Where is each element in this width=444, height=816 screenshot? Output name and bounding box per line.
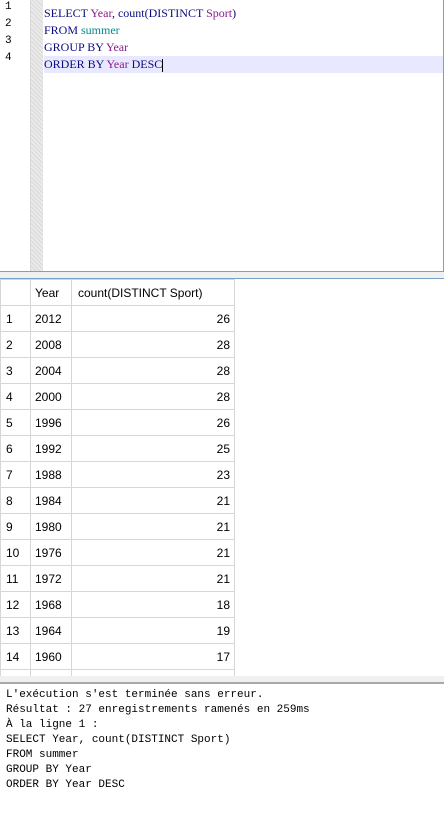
empty-cell bbox=[30, 669, 72, 676]
sql-token: FROM bbox=[44, 23, 82, 37]
count-cell[interactable]: 28 bbox=[71, 331, 235, 358]
table-row[interactable]: 4 2000 28 bbox=[0, 383, 235, 410]
empty-cell bbox=[71, 669, 235, 676]
year-cell[interactable]: 1988 bbox=[30, 461, 72, 488]
sql-token: ORDER BY bbox=[44, 57, 107, 71]
table-row[interactable]: 14 1960 17 bbox=[0, 643, 235, 670]
column-header-count[interactable]: count(DISTINCT Sport) bbox=[71, 279, 235, 306]
code-line[interactable]: GROUP BY Year bbox=[44, 39, 443, 56]
sql-token: Year bbox=[106, 40, 129, 54]
text-cursor bbox=[162, 58, 164, 72]
execution-message-pane[interactable]: L'exécution s'est terminée sans erreur. … bbox=[0, 682, 444, 816]
row-number-cell[interactable]: 8 bbox=[0, 487, 31, 514]
sql-token: GROUP BY bbox=[44, 40, 107, 54]
year-cell[interactable]: 1980 bbox=[30, 513, 72, 540]
count-cell[interactable]: 25 bbox=[71, 435, 235, 462]
table-row[interactable]: 13 1964 19 bbox=[0, 617, 235, 644]
count-cell[interactable]: 17 bbox=[71, 643, 235, 670]
message-line: L'exécution s'est terminée sans erreur. bbox=[6, 689, 264, 701]
sql-token: summer bbox=[81, 23, 120, 37]
year-cell[interactable]: 1984 bbox=[30, 487, 72, 514]
empty-cell bbox=[0, 669, 31, 676]
table-row[interactable]: 7 1988 23 bbox=[0, 461, 235, 488]
message-line: Résultat : 27 enregistrements ramenés en… bbox=[6, 704, 310, 716]
sql-editor[interactable]: 1 2 3 4 SELECT Year, count(DISTINCT Spor… bbox=[0, 0, 444, 272]
row-number-cell[interactable]: 2 bbox=[0, 331, 31, 358]
year-cell[interactable]: 1964 bbox=[30, 617, 72, 644]
message-line: SELECT Year, count(DISTINCT Sport) bbox=[6, 734, 231, 746]
table-row[interactable]: 9 1980 21 bbox=[0, 513, 235, 540]
sql-token: Year bbox=[106, 57, 129, 71]
count-cell[interactable]: 19 bbox=[71, 617, 235, 644]
column-header-year[interactable]: Year bbox=[30, 279, 72, 306]
message-line: GROUP BY Year bbox=[6, 764, 92, 776]
row-number-cell[interactable]: 11 bbox=[0, 565, 31, 592]
sql-token: Year bbox=[90, 6, 112, 20]
year-cell[interactable]: 1996 bbox=[30, 409, 72, 436]
table-row[interactable]: 5 1996 26 bbox=[0, 409, 235, 436]
year-cell[interactable]: 1976 bbox=[30, 539, 72, 566]
line-number: 3 bbox=[5, 35, 12, 47]
fold-margin bbox=[31, 0, 43, 271]
row-number-cell[interactable]: 12 bbox=[0, 591, 31, 618]
year-cell[interactable]: 2000 bbox=[30, 383, 72, 410]
count-cell[interactable]: 21 bbox=[71, 487, 235, 514]
row-number-cell[interactable]: 5 bbox=[0, 409, 31, 436]
year-cell[interactable]: 1960 bbox=[30, 643, 72, 670]
sql-token: SELECT bbox=[44, 6, 91, 20]
message-line: À la ligne 1 : bbox=[6, 719, 99, 731]
table-row-partial[interactable] bbox=[0, 669, 235, 676]
row-number-cell[interactable]: 4 bbox=[0, 383, 31, 410]
row-number-cell[interactable]: 1 bbox=[0, 305, 31, 332]
year-cell[interactable]: 1972 bbox=[30, 565, 72, 592]
code-line[interactable]: SELECT Year, count(DISTINCT Sport) bbox=[44, 5, 443, 22]
sql-token: Sport bbox=[206, 6, 233, 20]
year-cell[interactable]: 2004 bbox=[30, 357, 72, 384]
year-cell[interactable]: 2012 bbox=[30, 305, 72, 332]
count-cell[interactable]: 21 bbox=[71, 513, 235, 540]
year-cell[interactable]: 1968 bbox=[30, 591, 72, 618]
sql-token: , count(DISTINCT bbox=[111, 6, 207, 20]
count-cell[interactable]: 28 bbox=[71, 383, 235, 410]
results-table: Year count(DISTINCT Sport) 1 2012 26 2 2008 2… bbox=[0, 279, 235, 676]
message-line: ORDER BY Year DESC bbox=[6, 779, 125, 791]
count-cell[interactable]: 21 bbox=[71, 539, 235, 566]
count-cell[interactable]: 28 bbox=[71, 357, 235, 384]
row-number-cell[interactable]: 3 bbox=[0, 357, 31, 384]
code-line[interactable]: FROM summer bbox=[44, 22, 443, 39]
count-cell[interactable]: 21 bbox=[71, 565, 235, 592]
count-cell[interactable]: 26 bbox=[71, 305, 235, 332]
grid-corner[interactable] bbox=[0, 279, 31, 306]
row-number-cell[interactable]: 9 bbox=[0, 513, 31, 540]
count-cell[interactable]: 26 bbox=[71, 409, 235, 436]
row-number-cell[interactable]: 6 bbox=[0, 435, 31, 462]
year-cell[interactable]: 1992 bbox=[30, 435, 72, 462]
table-row[interactable]: 6 1992 25 bbox=[0, 435, 235, 462]
line-number: 4 bbox=[5, 52, 12, 64]
table-row[interactable]: 3 2004 28 bbox=[0, 357, 235, 384]
row-number-cell[interactable]: 13 bbox=[0, 617, 31, 644]
row-number-cell[interactable]: 7 bbox=[0, 461, 31, 488]
count-cell[interactable]: 18 bbox=[71, 591, 235, 618]
code-line-active[interactable]: ORDER BY Year DESC bbox=[44, 56, 443, 73]
table-row[interactable]: 8 1984 21 bbox=[0, 487, 235, 514]
row-number-cell[interactable]: 10 bbox=[0, 539, 31, 566]
year-cell[interactable]: 2008 bbox=[30, 331, 72, 358]
table-row[interactable]: 12 1968 18 bbox=[0, 591, 235, 618]
results-grid[interactable]: Year count(DISTINCT Sport) 1 2012 26 2 2008 2… bbox=[0, 278, 444, 676]
line-number-gutter: 1 2 3 4 bbox=[0, 0, 31, 271]
message-line: FROM summer bbox=[6, 749, 79, 761]
table-row[interactable]: 2 2008 28 bbox=[0, 331, 235, 358]
line-number: 1 bbox=[5, 1, 12, 13]
row-number-cell[interactable]: 14 bbox=[0, 643, 31, 670]
count-cell[interactable]: 23 bbox=[71, 461, 235, 488]
line-number: 2 bbox=[5, 18, 12, 30]
sql-token: DESC bbox=[128, 57, 163, 71]
table-row[interactable]: 11 1972 21 bbox=[0, 565, 235, 592]
table-row[interactable]: 1 2012 26 bbox=[0, 305, 235, 332]
table-row[interactable]: 10 1976 21 bbox=[0, 539, 235, 566]
sql-token: ) bbox=[232, 6, 237, 20]
header-row: Year count(DISTINCT Sport) bbox=[0, 279, 235, 306]
